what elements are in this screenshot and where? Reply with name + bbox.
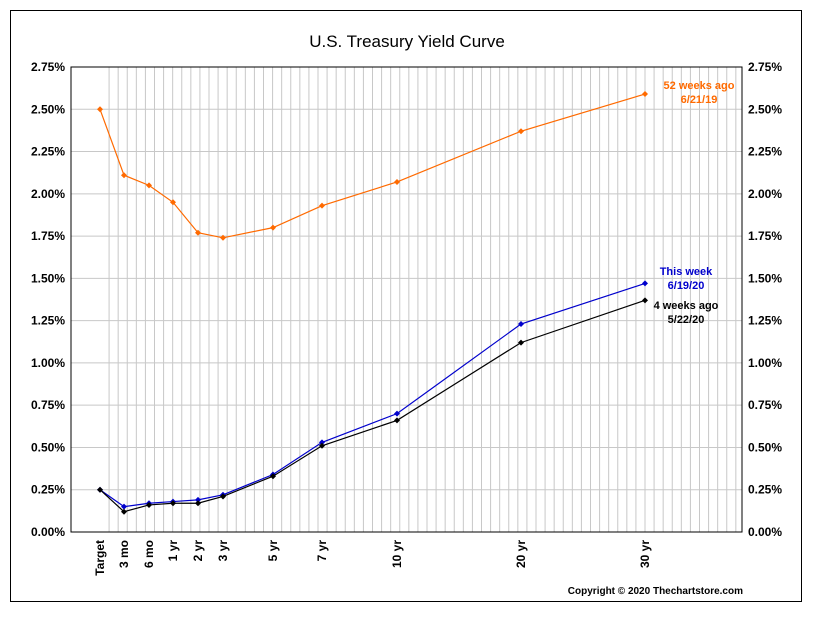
y-tick-label-right: 2.25% bbox=[748, 145, 782, 159]
x-tick-label: 7 yr bbox=[315, 540, 329, 562]
x-tick-label: Target bbox=[93, 540, 107, 576]
chart-frame: U.S. Treasury Yield Curve 0.00% 0.25% 0.50… bbox=[10, 10, 802, 602]
x-tick-label: 10 yr bbox=[390, 540, 404, 568]
data-point bbox=[146, 182, 152, 189]
y-tick-label-right: 1.50% bbox=[748, 271, 782, 285]
data-point bbox=[170, 500, 176, 507]
y-tick-label-right: 0.50% bbox=[748, 440, 782, 454]
label-this-week-date: 6/19/20 bbox=[668, 280, 705, 292]
plot-area bbox=[70, 66, 743, 533]
yield-curve-chart: U.S. Treasury Yield Curve 0.00% 0.25% 0.50… bbox=[31, 32, 782, 597]
label-4-weeks-ago-date: 5/22/20 bbox=[668, 314, 705, 326]
label-52-weeks-ago-date: 6/21/19 bbox=[681, 94, 718, 106]
data-point bbox=[642, 280, 648, 287]
data-point bbox=[518, 339, 524, 346]
y-tick-label-right: 0.25% bbox=[748, 483, 782, 497]
data-point bbox=[121, 508, 127, 515]
y-axis-left: 0.00% 0.25% 0.50% 0.75% 1.00% 1.25% 1.50% 1.75%… bbox=[31, 60, 65, 539]
label-this-week-name: This week bbox=[660, 266, 713, 278]
x-tick-label: 6 mo bbox=[142, 540, 156, 568]
data-point bbox=[195, 496, 201, 503]
series-labels: 52 weeks ago 6/21/19 This week 6/19/20 4… bbox=[654, 80, 735, 326]
y-tick-label-left: 0.25% bbox=[31, 483, 65, 497]
data-point bbox=[319, 442, 325, 449]
y-tick-label-left: 0.00% bbox=[31, 525, 65, 539]
y-tick-label-right: 1.25% bbox=[748, 314, 782, 328]
label-52-weeks-ago-name: 52 weeks ago bbox=[664, 80, 735, 92]
data-point bbox=[394, 417, 400, 424]
data-point bbox=[394, 410, 400, 417]
data-point bbox=[270, 224, 276, 231]
series-4-weeks-ago bbox=[97, 297, 648, 515]
y-tick-label-left: 0.75% bbox=[31, 398, 65, 412]
y-tick-label-right: 2.00% bbox=[748, 187, 782, 201]
x-tick-label: 3 yr bbox=[216, 540, 230, 562]
y-tick-label-right: 1.00% bbox=[748, 356, 782, 370]
series-52-weeks-ago bbox=[97, 91, 648, 241]
y-tick-label-left: 1.25% bbox=[31, 314, 65, 328]
y-tick-label-right: 2.75% bbox=[748, 60, 782, 74]
y-tick-label-left: 1.75% bbox=[31, 229, 65, 243]
chart-title: U.S. Treasury Yield Curve bbox=[309, 32, 505, 51]
y-tick-label-right: 0.75% bbox=[748, 398, 782, 412]
data-point bbox=[319, 439, 325, 446]
grid bbox=[71, 67, 742, 532]
x-tick-label: 1 yr bbox=[166, 540, 180, 562]
copyright-text: Copyright © 2020 Thechartstore.com bbox=[568, 586, 743, 597]
data-point bbox=[642, 297, 648, 304]
y-tick-label-left: 2.75% bbox=[31, 60, 65, 74]
x-tick-label: 5 yr bbox=[266, 540, 280, 562]
data-point bbox=[170, 199, 176, 206]
x-tick-label: 30 yr bbox=[638, 540, 652, 568]
y-tick-label-left: 2.25% bbox=[31, 145, 65, 159]
series-layer bbox=[97, 91, 648, 515]
data-point bbox=[121, 172, 127, 179]
x-tick-label: 20 yr bbox=[514, 540, 528, 568]
data-point bbox=[518, 321, 524, 328]
data-point bbox=[220, 493, 226, 500]
label-4-weeks-ago-name: 4 weeks ago bbox=[654, 300, 719, 312]
data-point bbox=[220, 234, 226, 241]
data-point bbox=[146, 501, 152, 508]
y-tick-label-right: 0.00% bbox=[748, 525, 782, 539]
y-tick-label-left: 2.00% bbox=[31, 187, 65, 201]
data-point bbox=[319, 202, 325, 209]
y-tick-label-left: 2.50% bbox=[31, 102, 65, 116]
data-point bbox=[121, 503, 127, 510]
y-axis-right: 0.00% 0.25% 0.50% 0.75% 1.00% 1.25% 1.50% 1.75%… bbox=[748, 60, 782, 539]
y-tick-label-left: 1.00% bbox=[31, 356, 65, 370]
data-point bbox=[270, 473, 276, 480]
data-point bbox=[97, 486, 103, 493]
data-point bbox=[195, 229, 201, 236]
y-tick-label-right: 2.50% bbox=[748, 102, 782, 116]
x-axis: Target 3 mo 6 mo 1 yr 2 yr 3 yr 5 yr 7 yr 10 yr 2… bbox=[93, 540, 652, 576]
y-tick-label-left: 0.50% bbox=[31, 440, 65, 454]
data-point bbox=[394, 178, 400, 185]
y-tick-label-left: 1.50% bbox=[31, 271, 65, 285]
x-tick-label: 3 mo bbox=[117, 540, 131, 568]
data-point bbox=[642, 91, 648, 98]
data-point bbox=[518, 128, 524, 135]
y-tick-label-right: 1.75% bbox=[748, 229, 782, 243]
data-point bbox=[97, 106, 103, 113]
data-point bbox=[195, 500, 201, 507]
x-tick-label: 2 yr bbox=[191, 540, 205, 562]
